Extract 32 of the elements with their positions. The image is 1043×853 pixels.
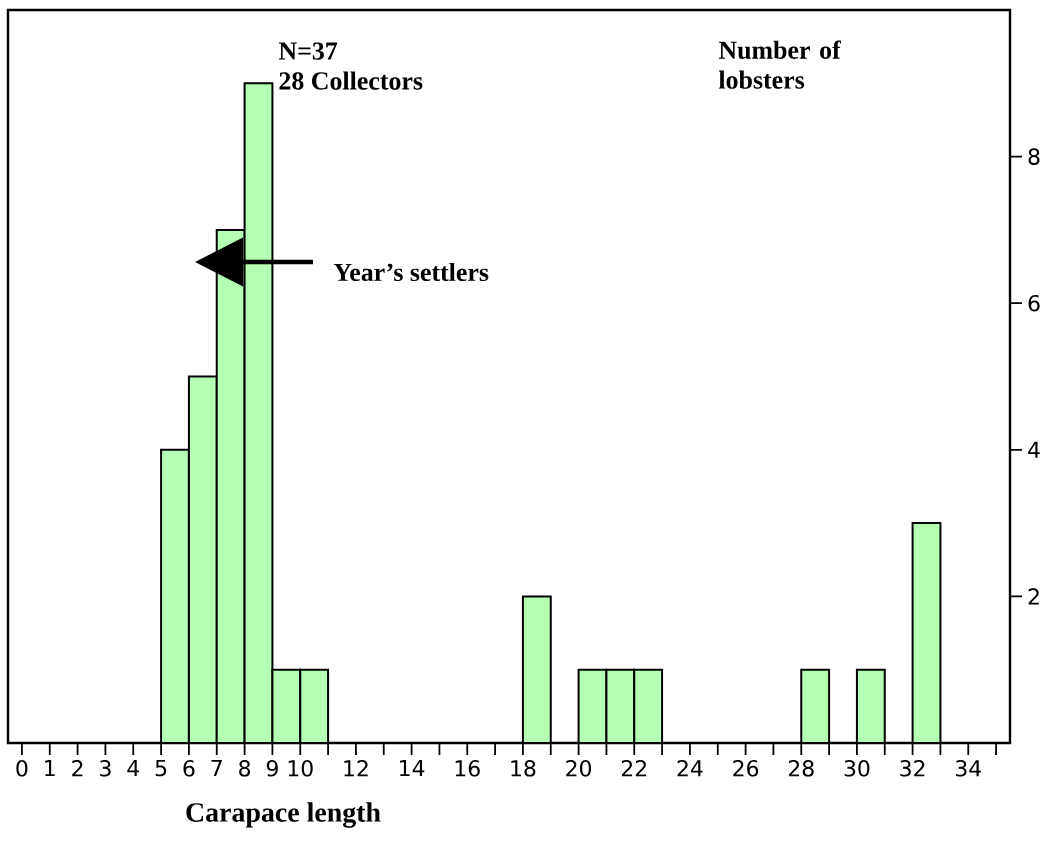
x-tick-label: 28 [788,760,814,777]
x-tick-label: 9 [266,760,278,777]
x-axis-title: Carapace length [186,802,381,828]
y-tick-label: 2 [1028,588,1039,605]
y-tick-label: 4 [1028,441,1040,458]
x-tick-label: 24 [677,760,703,777]
x-tick-label: 8 [239,760,251,777]
x-tick-label: 2 [72,760,83,777]
x-tick-label: 4 [127,760,139,777]
annotation: Year’s settlers [333,262,489,282]
x-tick-label: 12 [344,760,368,777]
x-tick-label: 5 [155,760,167,777]
x-tick-label: 18 [511,760,536,777]
y-axis-title: Number of lobsters [718,40,841,89]
x-tick-label: 0 [16,760,28,777]
annotation: 28 Collectors [279,71,423,90]
x-tick-label: 6 [183,760,195,777]
x-tick-label: 30 [844,760,870,777]
x-tick-label: 1 [45,760,55,777]
x-tick-label: 3 [100,760,111,777]
x-tick-label: 22 [621,760,646,777]
annotation: N=37 [278,42,338,60]
x-tick-label: 14 [400,760,425,777]
x-tick-label: 32 [900,760,925,777]
x-tick-label: 20 [566,760,592,777]
x-tick-label: 7 [211,760,222,777]
y-tick-label: 6 [1028,294,1040,312]
y-tick-label: 8 [1028,148,1040,165]
x-tick-label: 16 [455,760,480,777]
x-tick-label: 10 [288,760,313,777]
x-tick-label: 26 [733,760,759,777]
x-tick-label: 34 [955,760,981,777]
